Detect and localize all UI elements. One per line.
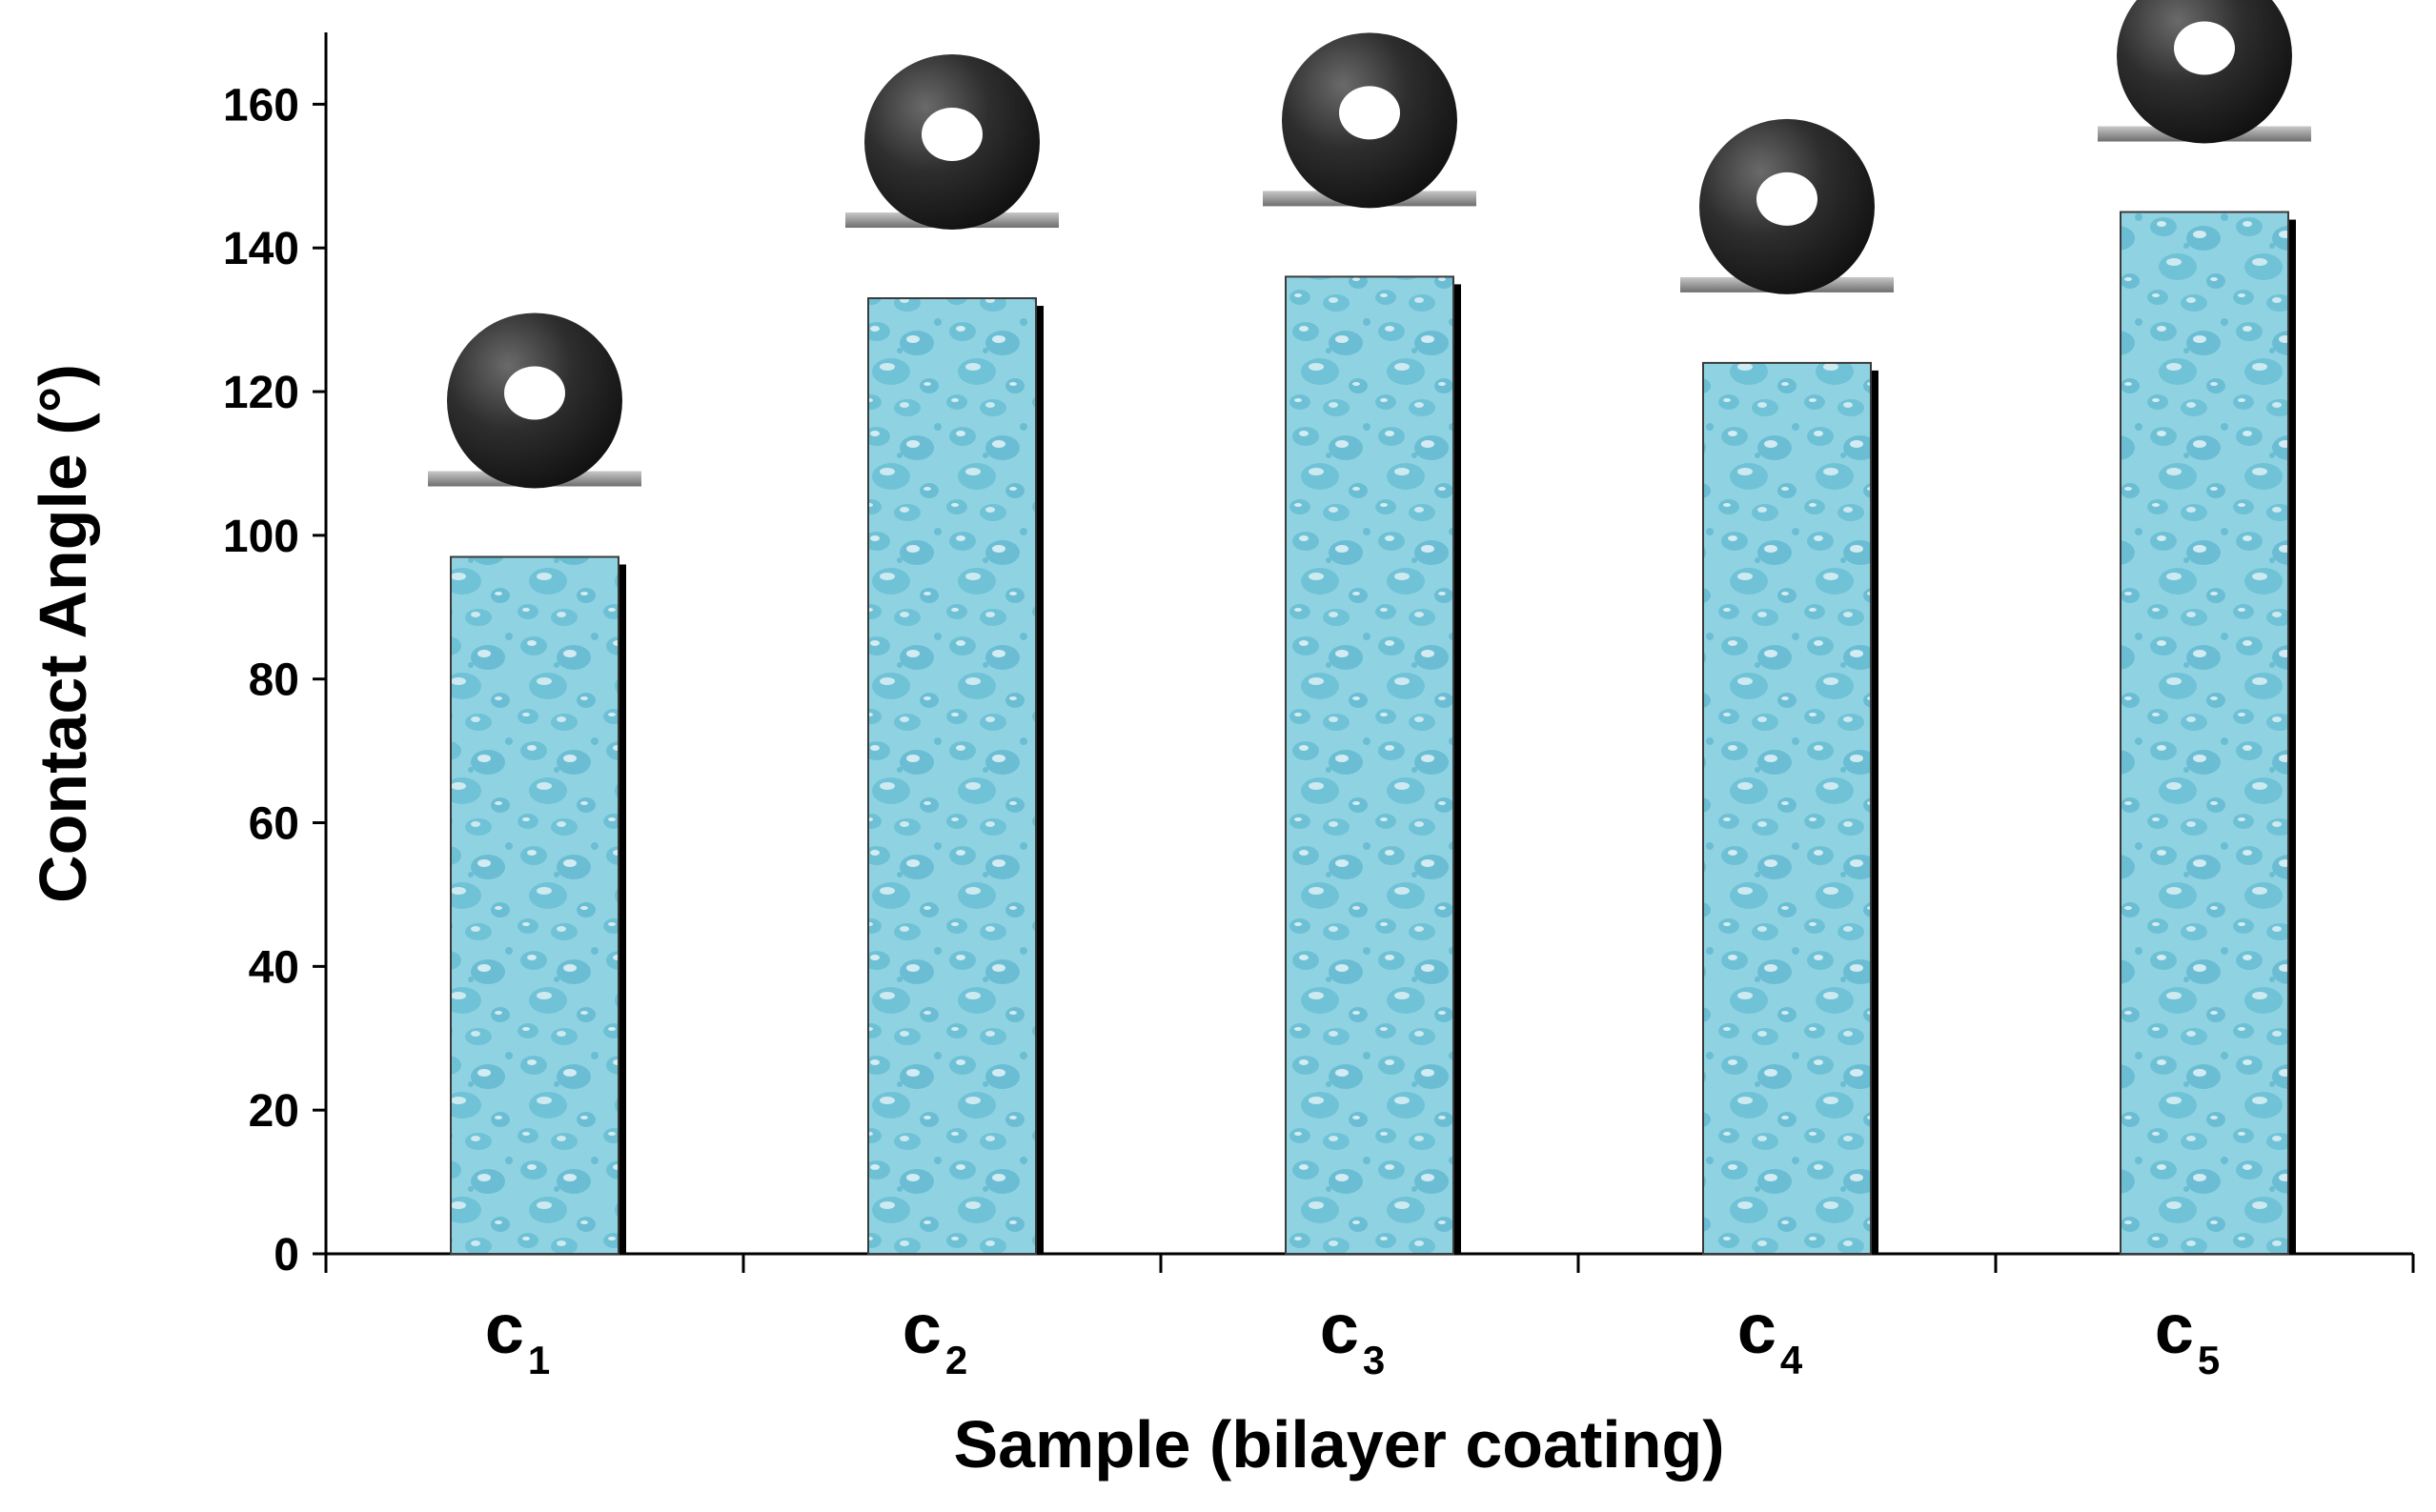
- category-main: c: [485, 1289, 524, 1368]
- droplet-icon: [1680, 118, 1894, 294]
- y-ticks: 0 20 40 60 80 100 120 140 160: [223, 80, 326, 1280]
- y-tick-label: 80: [249, 655, 299, 706]
- category-main: c: [1320, 1289, 1359, 1368]
- category-main: c: [1737, 1289, 1776, 1368]
- x-category-label: c1: [485, 1289, 551, 1382]
- droplet-highlight: [1756, 171, 1817, 226]
- droplet-images: [428, 0, 2311, 489]
- x-ticks: [324, 1254, 2415, 1273]
- x-category-labels: c1 c2 c3 c4 c5: [485, 1289, 2221, 1382]
- y-tick-label: 140: [223, 224, 299, 274]
- category-subscript: 3: [1363, 1338, 1385, 1382]
- droplet-icon: [1263, 32, 1476, 209]
- y-tick-label: 40: [249, 942, 299, 993]
- bar-1: [450, 555, 619, 1255]
- droplet-icon: [2098, 0, 2311, 144]
- bar-5: [2120, 211, 2289, 1255]
- bar-4: [1702, 361, 1872, 1255]
- droplet-highlight: [1339, 86, 1400, 140]
- x-axis-title: Sample (bilayer coating): [953, 1407, 1724, 1482]
- bar-3: [1285, 275, 1454, 1255]
- droplet-highlight: [922, 108, 983, 162]
- y-tick-label: 160: [223, 80, 299, 131]
- x-category-label: c3: [1320, 1289, 1386, 1382]
- category-subscript: 1: [528, 1338, 550, 1382]
- x-category-label: c2: [903, 1289, 968, 1382]
- y-tick-label: 0: [274, 1230, 299, 1280]
- y-tick-label: 100: [223, 512, 299, 562]
- category-subscript: 5: [2198, 1338, 2220, 1382]
- droplet-highlight: [2174, 21, 2235, 75]
- y-tick-label: 120: [223, 368, 299, 418]
- x-category-label: c4: [1737, 1289, 1803, 1382]
- y-axis-title: Contact Angle (°): [26, 364, 100, 903]
- category-subscript: 4: [1780, 1338, 1803, 1382]
- y-tick-label: 20: [249, 1086, 299, 1137]
- category-subscript: 2: [945, 1338, 967, 1382]
- bars: [450, 211, 2296, 1255]
- droplet-icon: [428, 312, 641, 489]
- x-category-label: c5: [2155, 1289, 2221, 1382]
- bar-2: [867, 297, 1037, 1255]
- droplet-icon: [845, 54, 1059, 231]
- category-main: c: [903, 1289, 942, 1368]
- droplet-highlight: [504, 366, 565, 420]
- y-tick-label: 60: [249, 799, 299, 850]
- category-main: c: [2155, 1289, 2194, 1368]
